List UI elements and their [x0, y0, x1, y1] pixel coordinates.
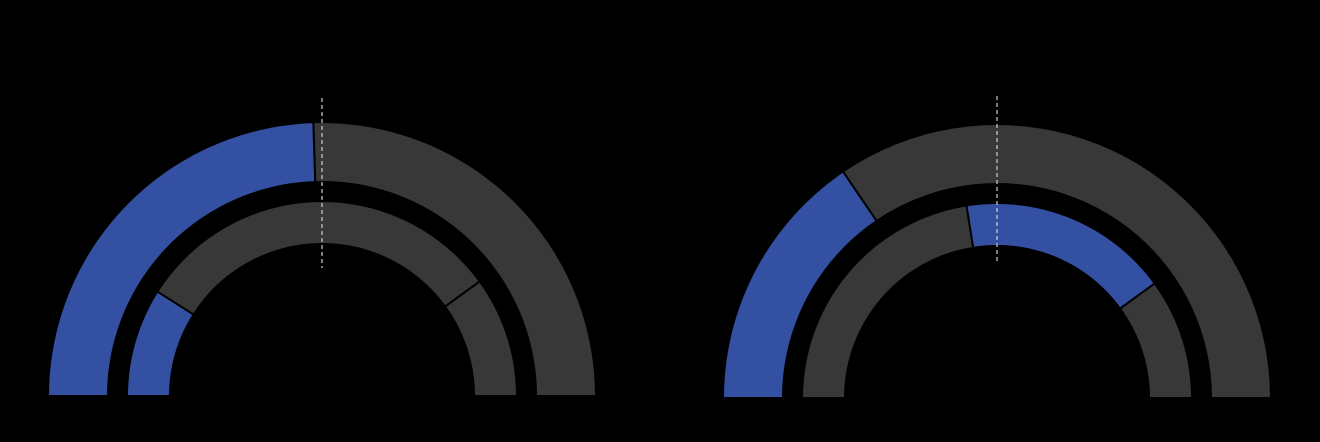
- semi-donut-chart-2: [721, 96, 1273, 399]
- outer-ring-segment-remainder: [312, 121, 598, 397]
- inner-ring-segment-remainder-b: [1118, 281, 1194, 399]
- outer-ring-segment-remainder: [841, 122, 1273, 399]
- inner-ring-segment-remainder-b: [443, 279, 519, 397]
- outer-ring-segment-highlighted: [46, 121, 317, 397]
- semi-donut-chart-1: [46, 98, 598, 397]
- inner-ring-segment-remainder-a: [155, 200, 482, 316]
